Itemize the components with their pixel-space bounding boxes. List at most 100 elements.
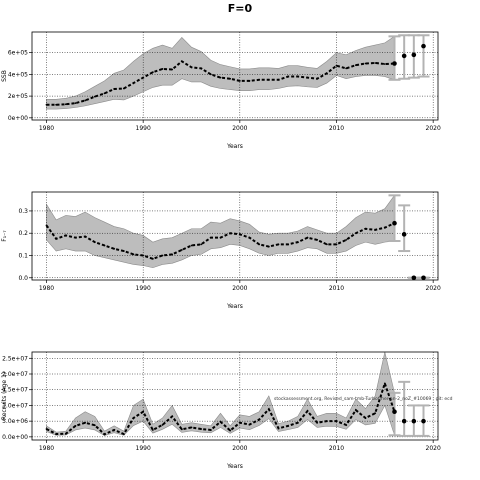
- ssb-estimate-point-19: [229, 77, 232, 80]
- fbar-estimate-point-20: [238, 233, 241, 236]
- fbar-estimate-point-21: [248, 236, 251, 239]
- fbar-estimate-point-35: [383, 226, 386, 229]
- fbar-estimate-point-19: [229, 232, 232, 235]
- fbar-estimate-point-13: [171, 253, 174, 256]
- ssb-estimate-point-8: [122, 87, 125, 90]
- fbar-ytick-label-0: 0.0: [18, 275, 28, 282]
- recruits-estimate-point-26: [296, 421, 299, 424]
- ssb-estimate-point-0: [45, 103, 48, 106]
- ssb-estimate-point-35: [383, 63, 386, 65]
- ssb-panel: 1980 1990 2000 2010 2020 0e+00 2e+05 4e+05 6e+05…: [1, 31, 441, 150]
- fbar-estimate-point-3: [74, 236, 77, 239]
- ssb-estimate-point-23: [267, 78, 270, 81]
- fbar-estimate-point-34: [374, 228, 377, 231]
- recruits-estimate-point-10: [142, 410, 145, 413]
- recruits-estimate-point-9: [132, 417, 135, 419]
- ssb-x-axis-label: Years: [226, 143, 243, 150]
- fbar-xtick-label-3: 2010: [329, 285, 344, 292]
- fbar-estimate-point-31: [345, 238, 348, 241]
- fbar-xtick-label-1: 1990: [136, 285, 151, 292]
- ssb-estimate-point-34: [374, 62, 377, 64]
- fbar-ytick-label-1: 0.1: [18, 252, 28, 259]
- ssb-ytick-label-0: 0e+00: [8, 115, 28, 122]
- fbar-estimate-point-10: [142, 254, 145, 257]
- recruits-estimate-point-30: [335, 420, 338, 423]
- recruits-estimate-point-15: [190, 426, 193, 429]
- fbar-ytick-label-2: 0.2: [18, 230, 28, 237]
- recruits-estimate-point-1: [55, 433, 58, 435]
- fbar-estimate-point-27: [306, 236, 309, 239]
- recruits-estimate-point-13: [171, 415, 174, 418]
- recruits-estimate-point-31: [345, 424, 348, 426]
- fbar-estimate-point-15: [190, 244, 193, 247]
- recruits-estimate-point-11: [151, 429, 154, 431]
- fbar-estimate-point-16: [200, 243, 203, 246]
- ssb-projection-point-0: [392, 61, 397, 66]
- ssb-ytick-label-1: 2e+05: [8, 93, 28, 100]
- recruits-estimate-point-5: [93, 424, 96, 427]
- recruits-estimate-point-16: [200, 428, 203, 430]
- recruits-estimate-point-2: [64, 432, 67, 435]
- ssb-estimate-point-15: [190, 66, 193, 69]
- recruits-ytick-label-4: 2.0e+07: [2, 371, 28, 378]
- recruits-ytick-label-5: 2.5e+07: [2, 355, 28, 362]
- recruits-estimate-point-28: [316, 421, 319, 424]
- recruits-plot-frame: [31, 351, 439, 441]
- recruits-estimate-point-34: [374, 412, 377, 415]
- fbar-y-axis-label: F₁₋₇: [1, 230, 8, 242]
- recruits-estimate-point-20: [238, 421, 241, 424]
- recruits-estimate-point-4: [84, 421, 87, 424]
- ssb-xtick-label-1: 1990: [136, 125, 151, 132]
- recruits-projection-point-0: [392, 409, 397, 415]
- ssb-plot-frame: [31, 31, 439, 121]
- ssb-estimate-point-24: [277, 78, 280, 81]
- recruits-estimate-point-35: [383, 382, 386, 385]
- ssb-estimate-point-5: [93, 95, 96, 98]
- fbar-estimate-point-26: [296, 241, 299, 244]
- recruits-estimate-point-22: [258, 418, 261, 421]
- fbar-estimate-point-33: [364, 227, 367, 230]
- ssb-estimate-point-22: [258, 78, 261, 81]
- recruits-xtick-label-1: 1990: [136, 445, 151, 452]
- fbar-estimate-point-5: [93, 241, 96, 244]
- fbar-projection-point-2: [411, 275, 417, 281]
- ssb-xtick-label-2: 2000: [232, 125, 247, 132]
- recruits-xtick-label-3: 2010: [329, 445, 344, 452]
- recruits-estimate-point-21: [248, 423, 251, 426]
- ssb-estimate-point-12: [161, 68, 164, 70]
- recruits-estimate-point-33: [364, 417, 367, 419]
- fbar-estimate-point-9: [132, 253, 135, 256]
- ssb-ytick-label-3: 6e+05: [8, 50, 28, 57]
- fbar-estimate-point-8: [122, 250, 125, 252]
- recruits-projection-point-1: [401, 418, 407, 424]
- recruits-estimate-point-14: [180, 428, 183, 431]
- ssb-projection-point-2: [411, 52, 417, 58]
- figure-title: F=0: [228, 2, 253, 15]
- fbar-estimate-point-23: [267, 245, 270, 248]
- recruits-estimate-point-6: [103, 433, 106, 436]
- fbar-estimate-point-12: [161, 254, 164, 257]
- fbar-xtick-label-2: 2000: [232, 285, 247, 292]
- recruits-xtick-label-2: 2000: [232, 445, 247, 452]
- ssb-estimate-point-25: [287, 75, 290, 78]
- ssb-estimate-point-18: [219, 76, 222, 79]
- fbar-estimate-point-28: [316, 238, 319, 241]
- ssb-estimate-point-11: [151, 71, 154, 74]
- recruits-ytick-label-3: 1.5e+07: [2, 387, 28, 394]
- recruitment-panel: 1980 1990 2000 2010 2020 0.0e+00 5.0e+06 1.0e+0…: [1, 351, 441, 470]
- ssb-estimate-point-33: [364, 62, 367, 65]
- recruits-projection-point-3: [421, 418, 426, 424]
- recruits-estimate-point-3: [74, 424, 77, 427]
- ssb-estimate-point-27: [306, 76, 309, 79]
- ssb-estimate-point-26: [296, 75, 299, 78]
- recruits-estimate-point-29: [325, 420, 328, 423]
- fbar-estimate-point-29: [325, 243, 328, 246]
- recruits-x-axis-label: Years: [226, 463, 243, 470]
- recruits-estimate-point-32: [354, 409, 357, 412]
- fbar-xtick-label-0: 1980: [39, 285, 54, 292]
- fbar-estimate-point-7: [113, 247, 116, 250]
- recruits-estimate-point-24: [277, 427, 280, 430]
- ssb-estimate-point-29: [325, 72, 328, 75]
- ssb-estimate-point-4: [84, 99, 87, 102]
